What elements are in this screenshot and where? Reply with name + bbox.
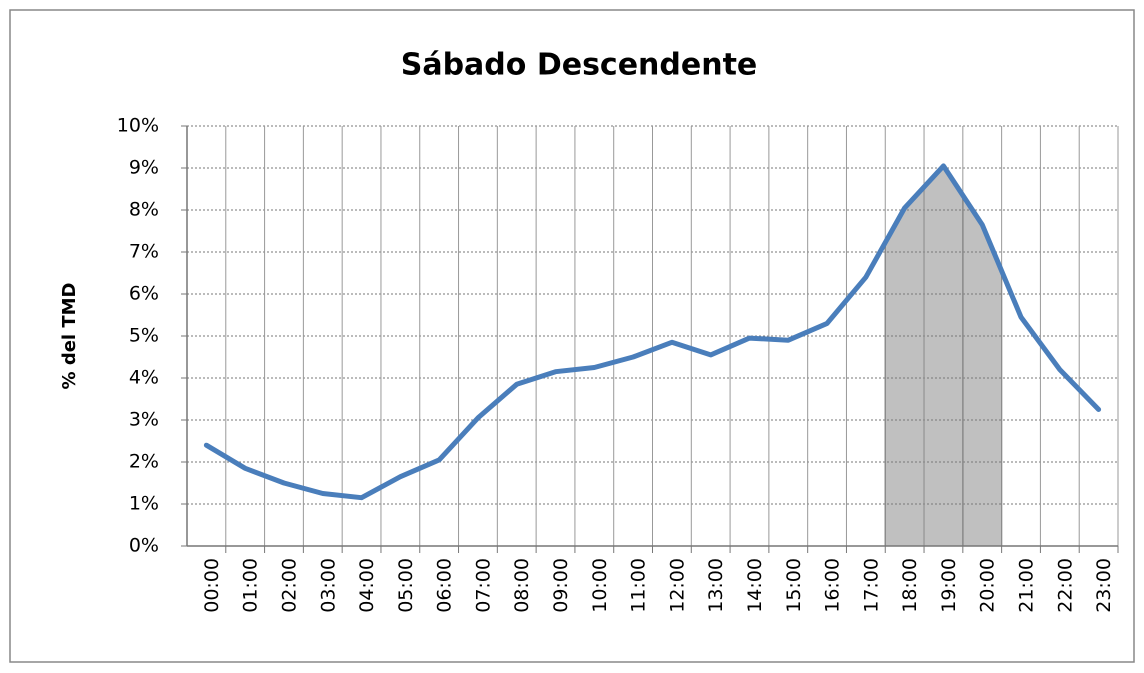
y-tick-label: 3% (129, 409, 159, 431)
x-tick-label: 05:00 (395, 558, 417, 613)
x-tick-label: 10:00 (589, 558, 611, 613)
x-tick-label: 20:00 (977, 558, 999, 613)
y-tick-label: 6% (129, 283, 159, 305)
x-tick-label: 12:00 (666, 558, 688, 613)
x-tick-label: 07:00 (472, 558, 494, 613)
chart-title: Sábado Descendente (401, 48, 758, 83)
x-tick-label: 01:00 (240, 558, 262, 613)
x-tick-label: 09:00 (550, 558, 572, 613)
x-tick-label: 03:00 (317, 558, 339, 613)
y-tick-label: 1% (129, 493, 159, 515)
x-tick-label: 21:00 (1016, 558, 1038, 613)
x-tick-label: 16:00 (822, 558, 844, 613)
x-tick-label: 23:00 (1093, 558, 1115, 613)
x-tick-label: 19:00 (938, 558, 960, 613)
x-tick-label: 02:00 (278, 558, 300, 613)
x-tick-label: 17:00 (860, 558, 882, 613)
y-tick-label: 8% (129, 199, 159, 221)
x-tick-label: 14:00 (744, 558, 766, 613)
x-tick-label: 22:00 (1054, 558, 1076, 613)
y-axis-label: % del TMD (59, 283, 80, 390)
y-tick-label: 2% (129, 451, 159, 473)
y-tick-label: 7% (129, 241, 159, 263)
x-tick-label: 18:00 (899, 558, 921, 613)
x-tick-label: 08:00 (511, 558, 533, 613)
x-tick-label: 13:00 (705, 558, 727, 613)
y-tick-label: 9% (129, 157, 159, 179)
x-tick-label: 06:00 (434, 558, 456, 613)
x-tick-label: 04:00 (356, 558, 378, 613)
x-tick-label: 15:00 (783, 558, 805, 613)
y-tick-label: 5% (129, 325, 159, 347)
y-tick-label: 10% (117, 115, 159, 137)
x-tick-label: 11:00 (628, 558, 650, 613)
x-tick-label: 00:00 (201, 558, 223, 613)
data-line (203, 163, 1102, 501)
y-tick-label: 0% (129, 535, 159, 557)
y-tick-label: 4% (129, 367, 159, 389)
